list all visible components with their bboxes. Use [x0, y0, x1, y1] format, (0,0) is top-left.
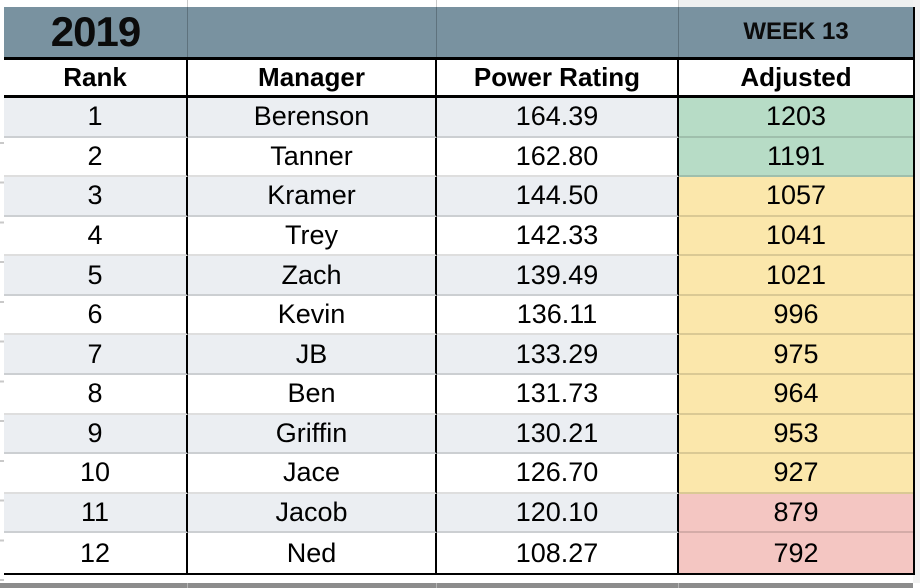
- power-rating-cell[interactable]: 144.50: [437, 177, 679, 217]
- week-label: WEEK 13: [743, 18, 849, 45]
- rank-cell[interactable]: 7: [4, 335, 188, 376]
- adjusted-cell[interactable]: 1041: [679, 216, 913, 257]
- table-row: 3 Kramer 144.50 1057: [4, 177, 913, 217]
- rank-cell[interactable]: 6: [4, 295, 188, 336]
- grid-cell: [679, 583, 913, 588]
- grid-strip-top: [0, 0, 920, 7]
- table-row: 7 JB 133.29 975: [4, 335, 913, 376]
- power-rating-cell[interactable]: 136.11: [437, 295, 679, 336]
- table-row: 6 Kevin 136.11 996: [4, 295, 913, 336]
- power-rankings-table: 2019 WEEK 13 Rank Manager Power Rating A…: [4, 7, 915, 575]
- table-row: 9 Griffin 130.21 953: [4, 414, 913, 455]
- rank-cell[interactable]: 1: [4, 98, 188, 138]
- table-row: 10 Jace 126.70 927: [4, 454, 913, 494]
- table-row: 5 Zach 139.49 1021: [4, 256, 913, 296]
- rank-cell[interactable]: 10: [4, 454, 188, 494]
- table-row: 2 Tanner 162.80 1191: [4, 137, 913, 178]
- rank-cell[interactable]: 12: [4, 533, 188, 573]
- grid-cell: [437, 0, 679, 7]
- column-header-rank[interactable]: Rank: [4, 60, 188, 95]
- power-rating-cell[interactable]: 120.10: [437, 493, 679, 534]
- left-gutter: [0, 7, 4, 583]
- table-row: 11 Jacob 120.10 879: [4, 493, 913, 534]
- manager-cell[interactable]: Trey: [188, 216, 437, 257]
- adjusted-cell[interactable]: 927: [679, 454, 913, 494]
- adjusted-cell[interactable]: 1057: [679, 177, 913, 217]
- column-header-adjusted[interactable]: Adjusted: [740, 62, 852, 92]
- table-row: 12 Ned 108.27 792: [4, 533, 913, 573]
- manager-cell[interactable]: Zach: [188, 256, 437, 296]
- rank-cell[interactable]: 11: [4, 493, 188, 534]
- column-header-manager[interactable]: Manager: [188, 60, 437, 95]
- rank-cell[interactable]: 9: [4, 414, 188, 455]
- adjusted-cell[interactable]: 1191: [679, 137, 913, 178]
- power-rating-cell[interactable]: 130.21: [437, 414, 679, 455]
- week-cell[interactable]: WEEK 13: [679, 7, 913, 57]
- power-rating-cell[interactable]: 131.73: [437, 375, 679, 415]
- table-row: 1 Berenson 164.39 1203: [4, 98, 913, 138]
- rank-cell[interactable]: 5: [4, 256, 188, 296]
- table-row: 4 Trey 142.33 1041: [4, 216, 913, 257]
- grid-cell: [4, 0, 188, 7]
- table-row: 8 Ben 131.73 964: [4, 375, 913, 415]
- grid-cell: [188, 0, 437, 7]
- power-rating-cell[interactable]: 126.70: [437, 454, 679, 494]
- band-empty-cell[interactable]: [437, 7, 679, 57]
- adjusted-cell[interactable]: 953: [679, 414, 913, 455]
- adjusted-cell[interactable]: 792: [679, 533, 913, 573]
- power-rating-cell[interactable]: 162.80: [437, 137, 679, 178]
- year-cell[interactable]: 2019: [4, 7, 188, 57]
- manager-cell[interactable]: Tanner: [188, 137, 437, 178]
- manager-cell[interactable]: Griffin: [188, 414, 437, 455]
- manager-cell[interactable]: Kevin: [188, 295, 437, 336]
- adjusted-cell[interactable]: 879: [679, 493, 913, 534]
- grid-cell: [0, 0, 4, 7]
- grid-cell: [188, 583, 437, 588]
- adjusted-cell[interactable]: 1203: [679, 98, 913, 138]
- adjusted-cell[interactable]: 1021: [679, 256, 913, 296]
- power-rating-cell[interactable]: 142.33: [437, 216, 679, 257]
- rank-cell[interactable]: 3: [4, 177, 188, 217]
- year-label: 2019: [50, 8, 141, 55]
- manager-cell[interactable]: Kramer: [188, 177, 437, 217]
- right-gutter: [913, 7, 920, 583]
- gridline-ticks: [0, 104, 4, 581]
- title-band: 2019 WEEK 13: [4, 7, 913, 60]
- manager-cell[interactable]: Jacob: [188, 493, 437, 534]
- power-rating-cell[interactable]: 139.49: [437, 256, 679, 296]
- adjusted-cell[interactable]: 975: [679, 335, 913, 376]
- power-rating-cell[interactable]: 108.27: [437, 533, 679, 573]
- manager-cell[interactable]: Ben: [188, 375, 437, 415]
- power-rating-cell[interactable]: 133.29: [437, 335, 679, 376]
- rank-cell[interactable]: 4: [4, 216, 188, 257]
- table-body: 1 Berenson 164.39 1203 2 Tanner 162.80 1…: [4, 98, 913, 575]
- grid-cell: [4, 583, 188, 588]
- column-header-row: Rank Manager Power Rating Adjusted: [4, 60, 913, 98]
- manager-cell[interactable]: Jace: [188, 454, 437, 494]
- rank-cell[interactable]: 8: [4, 375, 188, 415]
- grid-cell: [437, 583, 679, 588]
- grid-cell: [679, 0, 913, 7]
- manager-cell[interactable]: Ned: [188, 533, 437, 573]
- grid-cell: [913, 0, 920, 7]
- grid-strip-bottom: [0, 583, 913, 588]
- column-header-power-rating[interactable]: Power Rating: [437, 60, 679, 95]
- power-rating-cell[interactable]: 164.39: [437, 98, 679, 138]
- band-empty-cell[interactable]: [188, 7, 437, 57]
- manager-cell[interactable]: Berenson: [188, 98, 437, 138]
- adjusted-cell[interactable]: 996: [679, 295, 913, 336]
- rank-cell[interactable]: 2: [4, 137, 188, 178]
- manager-cell[interactable]: JB: [188, 335, 437, 376]
- adjusted-cell[interactable]: 964: [679, 375, 913, 415]
